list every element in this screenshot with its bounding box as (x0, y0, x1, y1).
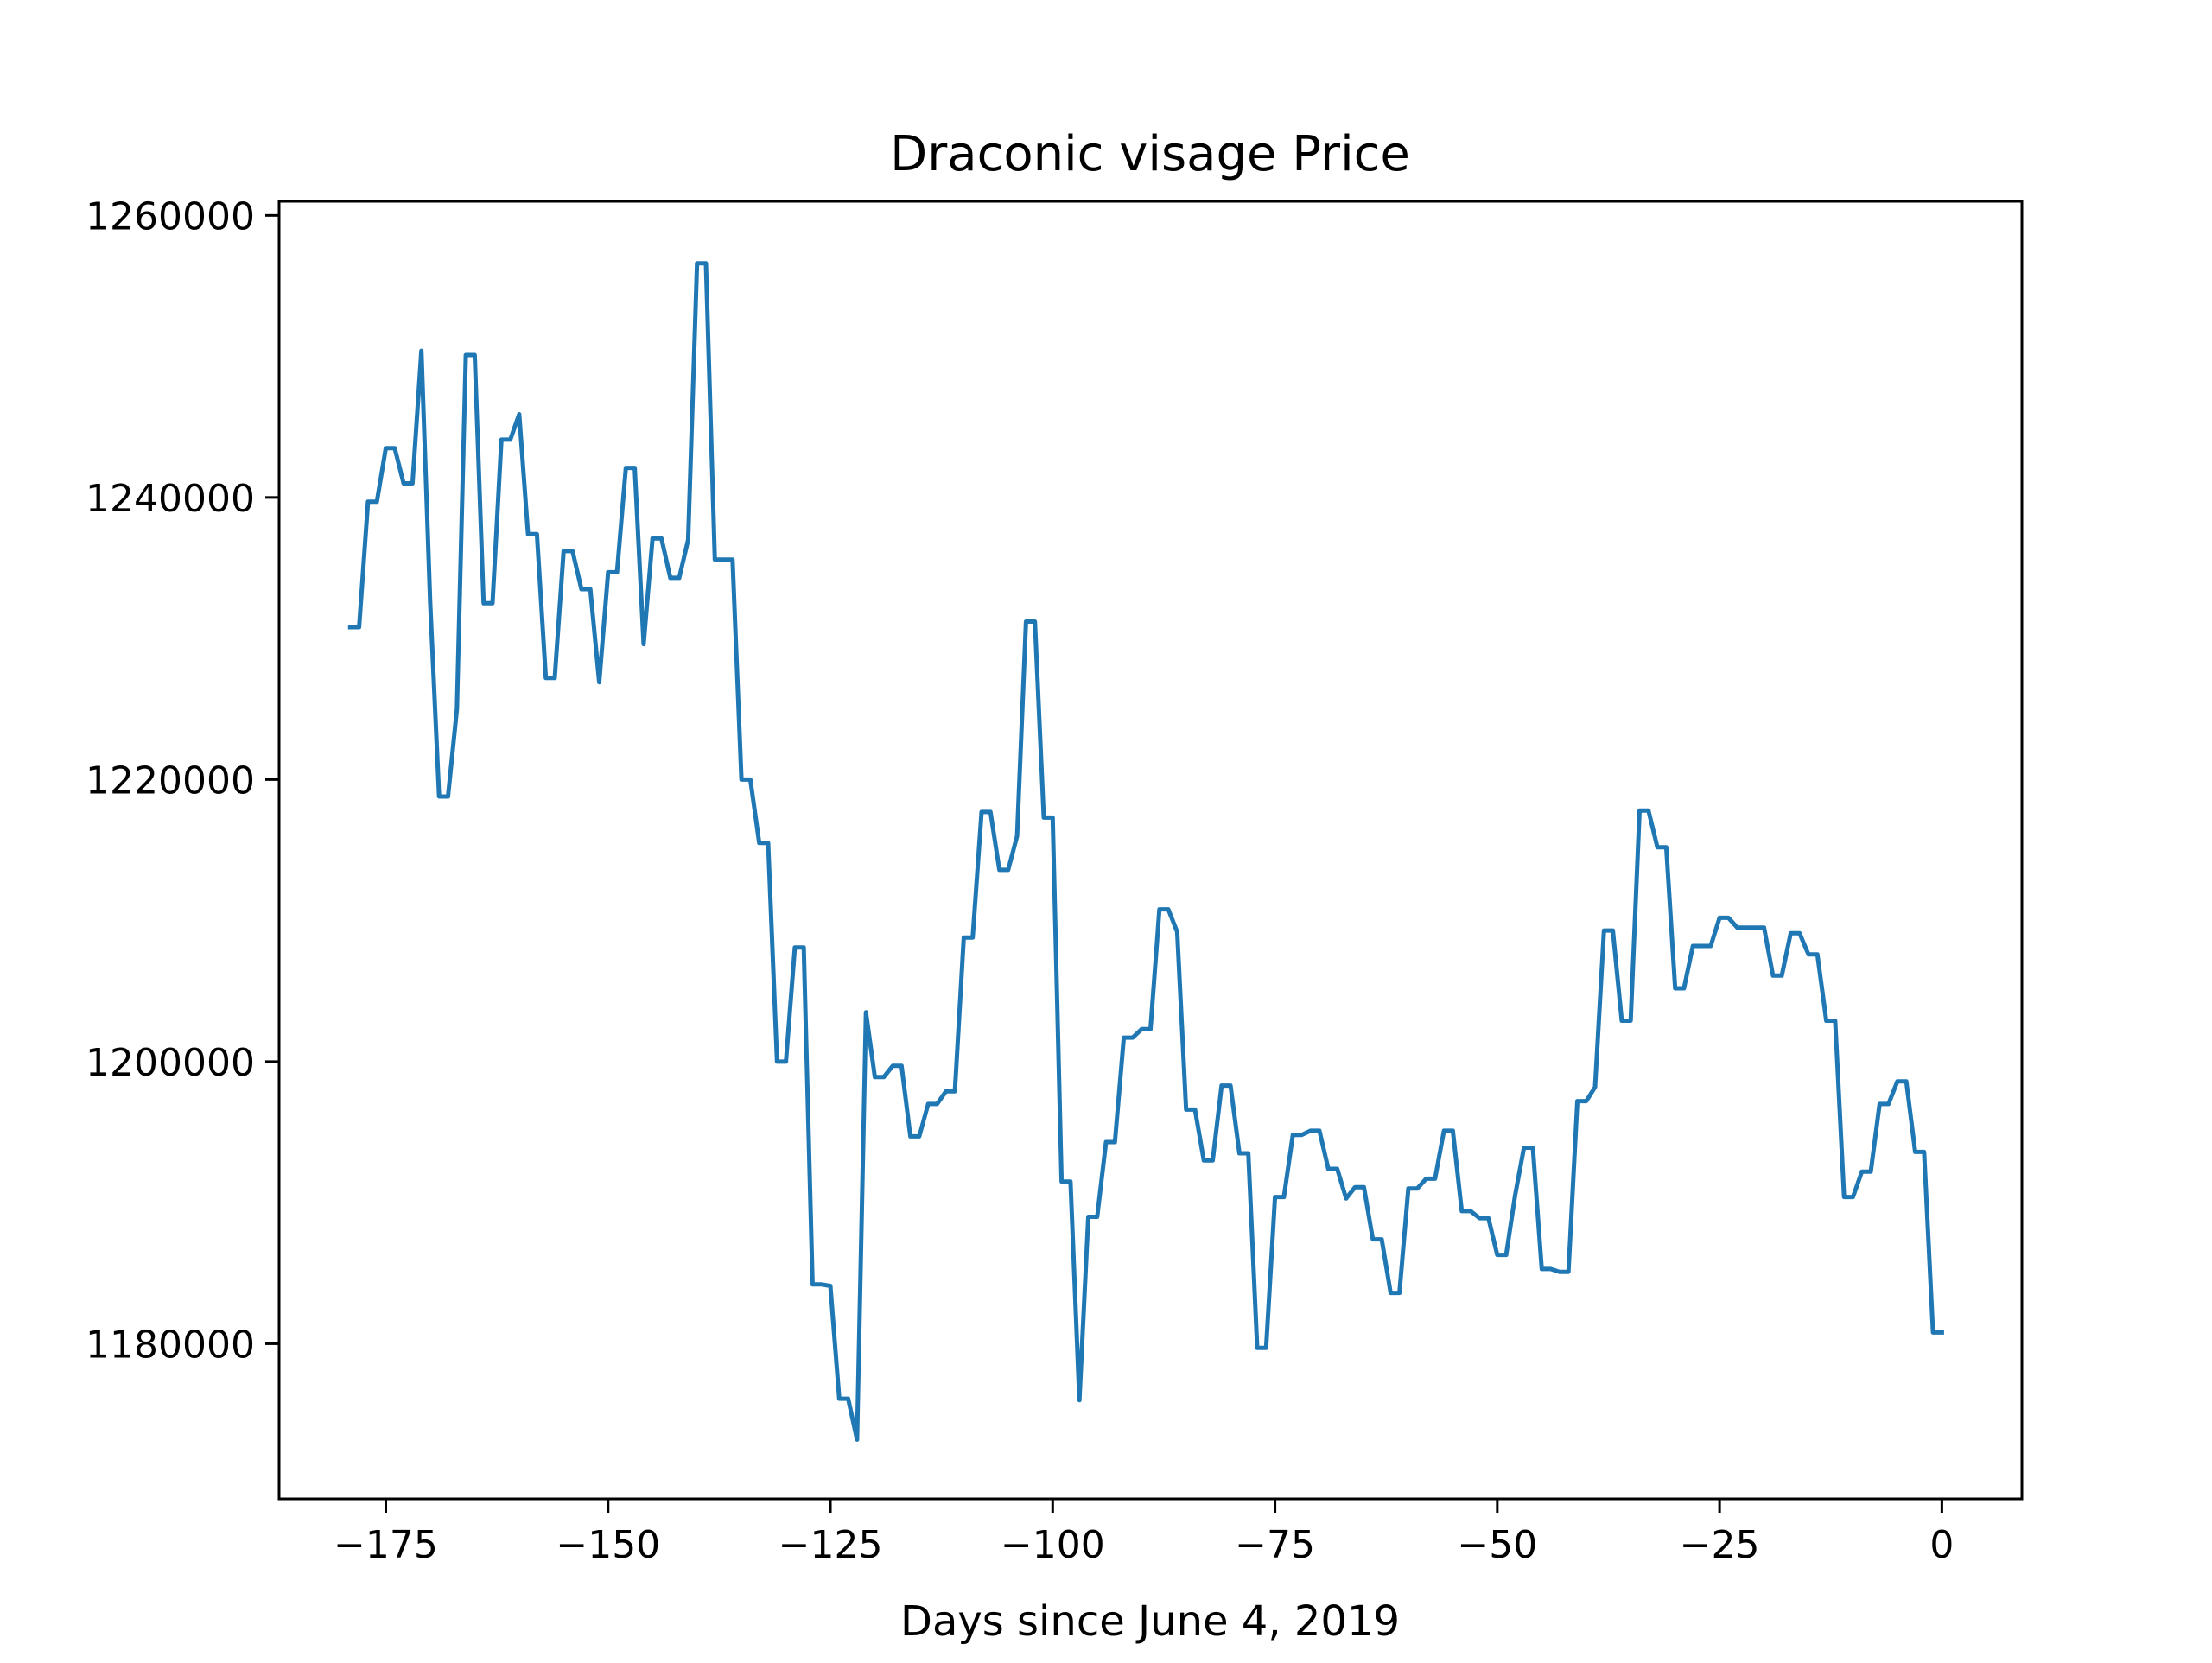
y-tick-label: 1180000 (86, 1323, 255, 1367)
y-tick-label: 1200000 (86, 1041, 255, 1085)
x-tick-label: 0 (1929, 1523, 1954, 1567)
y-axis-ticks: 1180000 1200000 1220000 1240000 1260000 (86, 194, 279, 1367)
x-tick-label: −150 (556, 1523, 660, 1567)
plot-area-frame (277, 200, 2024, 1501)
x-tick-label: −175 (334, 1523, 438, 1567)
x-tick-label: −50 (1457, 1523, 1537, 1567)
y-tick-label: 1240000 (86, 477, 255, 521)
y-tick-label: 1260000 (86, 194, 255, 238)
x-tick-label: −100 (1001, 1523, 1105, 1567)
y-tick-label: 1220000 (86, 759, 255, 803)
chart-title: Draconic visage Price (890, 126, 1410, 182)
x-axis-ticks: −175 −150 −125 −100 −75 −50 −25 0 (334, 1499, 1954, 1567)
x-tick-label: −75 (1235, 1523, 1315, 1567)
price-series-line (347, 261, 1944, 1442)
x-tick-label: −25 (1680, 1523, 1760, 1567)
x-tick-label: −125 (779, 1523, 883, 1567)
x-axis-label: Days since June 4, 2019 (900, 1597, 1400, 1646)
